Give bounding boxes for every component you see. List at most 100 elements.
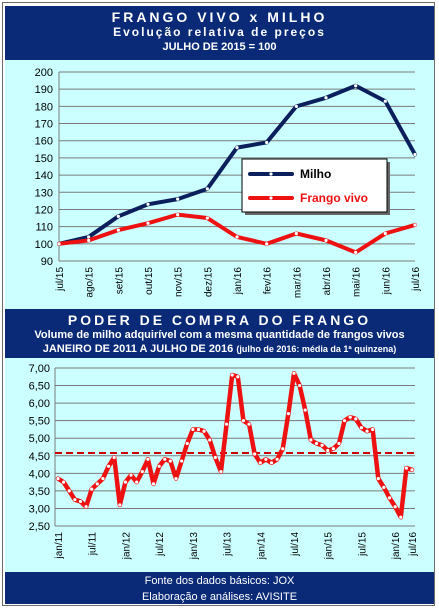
chart2-header: PODER DE COMPRA DO FRANGO Volume de milh… [5, 309, 434, 358]
chart2-point [135, 480, 139, 484]
chart1-xtick-label: jan/16 [233, 267, 244, 296]
chart2-xtick-label: jul/13 [223, 532, 234, 557]
chart1-frango-point [354, 250, 358, 255]
chart2-point [62, 480, 66, 484]
chart2-point [393, 505, 397, 509]
chart2-ytick-label: 7,00 [29, 363, 50, 375]
chart1-frango-point [324, 238, 328, 242]
chart2-point [174, 477, 178, 481]
chart1-milho-point [294, 104, 298, 108]
chart2-point [157, 464, 161, 468]
chart1-svg: 20019018017016015014013012011010090jul/1… [35, 67, 422, 299]
chart2-point [309, 438, 313, 442]
chart2-point [84, 505, 88, 509]
chart2-point [146, 457, 150, 461]
chart1-frango-point [265, 242, 269, 246]
chart2-point [106, 464, 111, 468]
chart1-title: FRANGO VIVO x MILHO [111, 9, 328, 25]
chart1-ytick-label: 90 [41, 256, 53, 268]
chart2-area: 7,00 6,50 6,00 5,50 5,00 4,50 4,00 3,50 3,00 2,50… [5, 358, 434, 572]
chart2-point [140, 469, 144, 474]
chart1-milho-point [413, 152, 417, 157]
chart2-point [303, 408, 307, 412]
chart1-base: JULHO DE 2015 = 100 [162, 41, 277, 53]
footer-credits: Elaboração e análises: AVISITE [141, 591, 298, 603]
chart2-point [275, 457, 279, 461]
chart2-point [253, 452, 257, 456]
chart1-xtick-label: dez/15 [203, 267, 214, 297]
chart1-subtitle: Evolução relativa de preços [113, 25, 326, 39]
chart1-milho-point [176, 197, 180, 201]
chart2-point [365, 429, 369, 433]
chart2-point [314, 441, 319, 446]
chart1-xtick-label: fev/16 [263, 267, 274, 295]
chart2-point [56, 477, 60, 481]
chart2-ytick-label: 6,00 [29, 398, 50, 410]
chart1-ytick-label: 120 [35, 204, 53, 216]
chart1-xtick-label: ago/15 [85, 267, 96, 298]
chart2-point [376, 477, 380, 481]
chart1-header: FRANGO VIVO x MILHO Evolução relativa de… [5, 6, 434, 60]
chart1-xtick-label: jul/15 [55, 267, 66, 292]
chart2-point [258, 461, 262, 465]
chart1-ytick-label: 100 [35, 239, 53, 251]
chart2-point [180, 459, 184, 463]
footer-source: Fonte dos dados básicos: JOX [144, 575, 295, 587]
chart2-point [247, 422, 251, 426]
chart2-point [337, 441, 341, 446]
chart1-frango-point [413, 223, 417, 227]
chart2-point [196, 427, 201, 432]
chart2-point [208, 438, 212, 442]
chart2-xtick-label: jan/16 [391, 532, 402, 561]
chart2-xtick-label: jan/15 [324, 532, 335, 561]
chart1-milho-point [87, 235, 91, 239]
chart2-ytick-label: 3,00 [29, 503, 50, 515]
chart2-point [371, 427, 375, 432]
chart2-xtick-label: jan/12 [121, 532, 132, 561]
chart2-point [163, 457, 167, 461]
chart1-milho-point [205, 187, 209, 191]
chart2-title: PODER DE COMPRA DO FRANGO [67, 312, 372, 328]
chart2-point [67, 489, 71, 493]
chart2-ytick-label: 4,00 [29, 468, 50, 480]
chart2-point [331, 447, 335, 451]
chart1-xtick-label: jun/16 [381, 267, 392, 296]
chart1-ytick-label: 170 [35, 119, 53, 131]
chart2-point [269, 461, 274, 465]
chart2-point [230, 373, 234, 377]
chart2-point [348, 415, 352, 419]
chart1-frango-point [383, 231, 387, 236]
chart2-period-line: JANEIRO DE 2011 A JULHO DE 2016 (julho d… [5, 342, 434, 356]
chart2-note: (julho de 2016: média da 1ª quinzena) [236, 344, 397, 354]
chart2-point [185, 441, 189, 446]
chart1-ytick-label: 160 [35, 136, 53, 148]
chart1-legend-frango-label: Frango vivo [300, 191, 368, 205]
chart1-ytick-label: 190 [35, 84, 53, 96]
chart2-xtick-label: jan/11 [54, 532, 65, 560]
chart2-point [410, 468, 414, 472]
chart1-xtick-label: mar/16 [292, 267, 303, 299]
chart2-point [151, 482, 156, 486]
chart1-legend-milho-label: Milho [300, 167, 331, 181]
chart1-frango-point [294, 231, 298, 236]
chart1-milho-point [383, 99, 387, 103]
chart2-point [399, 515, 403, 519]
chart2-ytick-label: 2,50 [29, 521, 50, 533]
chart1-ytick-label: 130 [35, 187, 53, 199]
chart2-point [95, 482, 99, 486]
chart1-legend-marker [269, 172, 273, 176]
chart2-point [101, 477, 105, 481]
chart2-ytick-label: 3,50 [29, 486, 50, 498]
chart2-point [387, 496, 392, 500]
chart2-point [264, 457, 268, 461]
chart2-point [241, 419, 246, 423]
chart2-xtick-label: jul/11 [88, 532, 99, 557]
chart1-xtick-label: out/15 [144, 267, 155, 295]
chart2-ytick-label: 5,00 [29, 433, 50, 445]
chart2-ytick-label: 5,50 [29, 416, 50, 428]
chart1-frango-point [205, 216, 209, 220]
chart2-point [78, 499, 83, 504]
chart2-point [73, 498, 77, 502]
chart2-point [404, 466, 408, 470]
chart1-frango-point [116, 228, 120, 232]
